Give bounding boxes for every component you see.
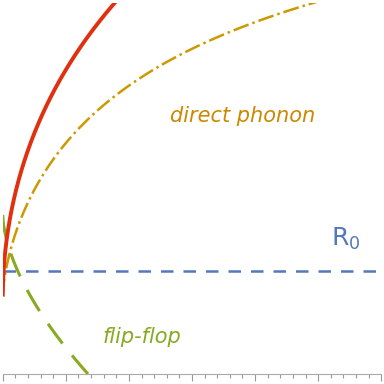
- Text: flip-flop: flip-flop: [102, 327, 181, 347]
- Text: R$_0$: R$_0$: [331, 226, 360, 252]
- Text: direct phonon: direct phonon: [170, 106, 315, 126]
